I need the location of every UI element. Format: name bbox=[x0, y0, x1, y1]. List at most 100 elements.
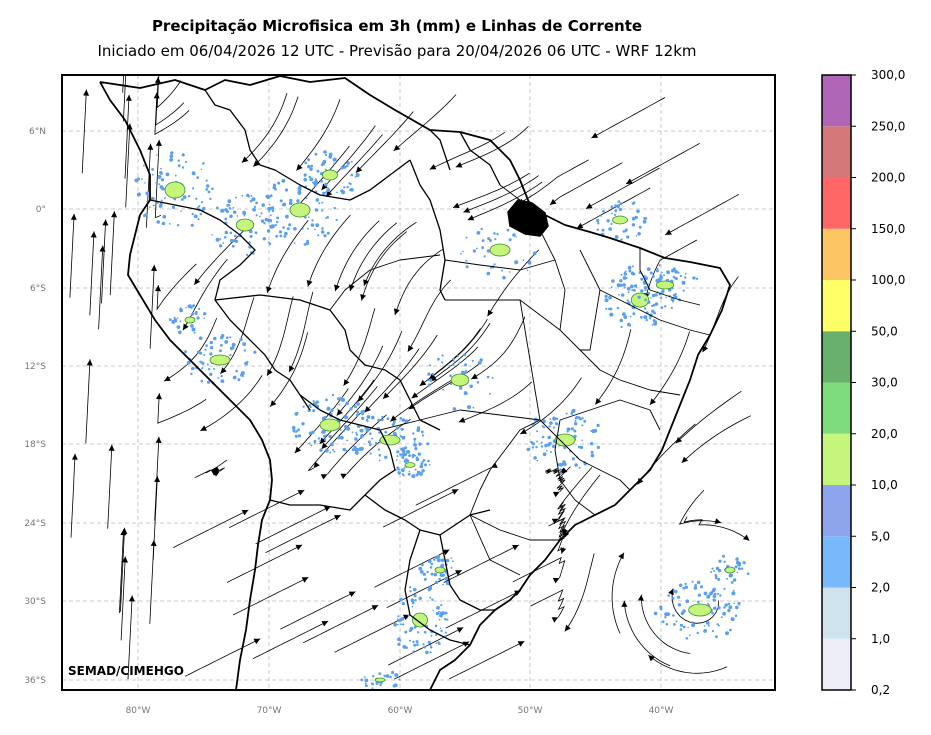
precip-speck bbox=[264, 217, 268, 222]
precip-speck bbox=[508, 238, 512, 242]
credit-label: SEMAD/CIMEHGO bbox=[68, 664, 184, 678]
precip-speck bbox=[374, 442, 378, 445]
precip-speck bbox=[329, 451, 332, 454]
streamline bbox=[463, 175, 539, 213]
precip-speck bbox=[213, 367, 215, 370]
precip-speck bbox=[163, 197, 166, 200]
precip-speck bbox=[420, 462, 424, 466]
precip-speck bbox=[556, 417, 559, 420]
precip-speck bbox=[364, 682, 367, 685]
streamline bbox=[255, 505, 331, 545]
precip-speck bbox=[293, 227, 297, 231]
precip-speck bbox=[602, 209, 605, 213]
precip-speck bbox=[321, 201, 324, 204]
streamline bbox=[307, 214, 351, 287]
precip-speck bbox=[275, 220, 279, 224]
precip-speck bbox=[272, 185, 276, 190]
precip-speck bbox=[623, 271, 626, 274]
precip-speck bbox=[512, 233, 516, 237]
streamline bbox=[363, 221, 417, 286]
precip-speck bbox=[646, 286, 648, 289]
precip-speck bbox=[203, 312, 207, 316]
streamline bbox=[683, 516, 750, 541]
precip-core bbox=[209, 354, 231, 366]
colorbar-label: 5,0 bbox=[871, 529, 890, 543]
streamline bbox=[671, 588, 719, 624]
colorbar-segment bbox=[822, 177, 851, 229]
precip-speck bbox=[144, 182, 146, 184]
precip-speck bbox=[428, 559, 432, 564]
streamline bbox=[665, 194, 739, 236]
precip-speck bbox=[551, 444, 556, 449]
precip-speck bbox=[684, 585, 688, 589]
precip-speck bbox=[418, 566, 423, 571]
precip-speck bbox=[450, 566, 453, 569]
streamline-arrow bbox=[334, 515, 341, 521]
precip-speck bbox=[211, 187, 214, 191]
precip-speck bbox=[349, 188, 352, 191]
colorbar-label: 50,0 bbox=[871, 324, 898, 338]
precip-speck bbox=[232, 206, 235, 209]
streamline bbox=[644, 239, 698, 300]
precip-speck bbox=[552, 426, 556, 429]
streamline-arrow bbox=[467, 214, 475, 221]
precip-speck bbox=[549, 421, 553, 425]
precip-speck bbox=[320, 179, 323, 183]
precip-speck bbox=[677, 595, 681, 599]
precip-speck bbox=[349, 187, 354, 192]
precip-speck bbox=[611, 212, 613, 215]
precip-speck bbox=[429, 378, 433, 382]
streamline bbox=[327, 414, 387, 475]
precip-speck bbox=[190, 372, 193, 376]
precip-speck bbox=[200, 201, 203, 204]
precip-speck bbox=[462, 250, 464, 253]
precip-speck bbox=[284, 188, 289, 192]
precip-speck bbox=[254, 231, 258, 235]
precip-speck bbox=[452, 357, 455, 361]
precip-speck bbox=[645, 318, 648, 322]
precip-speck bbox=[315, 400, 319, 404]
streamline bbox=[98, 245, 104, 330]
precip-speck bbox=[176, 317, 179, 319]
streamline bbox=[544, 467, 565, 477]
streamline-arrow bbox=[348, 591, 356, 597]
precip-speck bbox=[398, 639, 402, 642]
colorbar-segment bbox=[822, 536, 851, 588]
precip-speck bbox=[430, 562, 434, 566]
streamline-arrow bbox=[585, 203, 593, 209]
precip-speck bbox=[414, 447, 418, 451]
precip-speck bbox=[536, 440, 539, 443]
colorbar-label: 10,0 bbox=[871, 478, 898, 492]
streamline bbox=[321, 386, 378, 450]
precip-speck bbox=[429, 644, 432, 647]
precip-speck bbox=[235, 239, 239, 243]
precip-speck bbox=[405, 646, 408, 649]
precip-speck bbox=[531, 446, 535, 449]
precip-speck bbox=[358, 447, 362, 451]
precip-speck bbox=[301, 422, 305, 426]
streamline-arrow bbox=[517, 641, 525, 647]
precip-speck bbox=[206, 380, 211, 384]
streamline-arrow bbox=[429, 164, 437, 170]
precip-speck bbox=[670, 306, 673, 309]
precip-speck bbox=[268, 210, 270, 213]
precip-speck bbox=[202, 206, 206, 210]
streamline bbox=[364, 348, 420, 413]
precip-speck bbox=[626, 286, 631, 291]
streamline-arrow bbox=[321, 183, 328, 190]
precip-speck bbox=[493, 232, 496, 235]
precip-speck bbox=[617, 200, 621, 203]
precip-speck bbox=[429, 646, 433, 649]
streamline-arrow bbox=[453, 202, 460, 209]
precip-speck bbox=[428, 464, 431, 466]
precip-speck bbox=[181, 153, 185, 157]
precip-speck bbox=[235, 196, 238, 199]
precip-speck bbox=[413, 443, 417, 447]
precip-speck bbox=[343, 186, 346, 189]
precip-speck bbox=[350, 173, 354, 177]
streamline bbox=[458, 381, 532, 423]
precip-speck bbox=[321, 163, 324, 167]
precip-speck bbox=[566, 427, 571, 432]
streamline-arrow bbox=[411, 392, 419, 399]
